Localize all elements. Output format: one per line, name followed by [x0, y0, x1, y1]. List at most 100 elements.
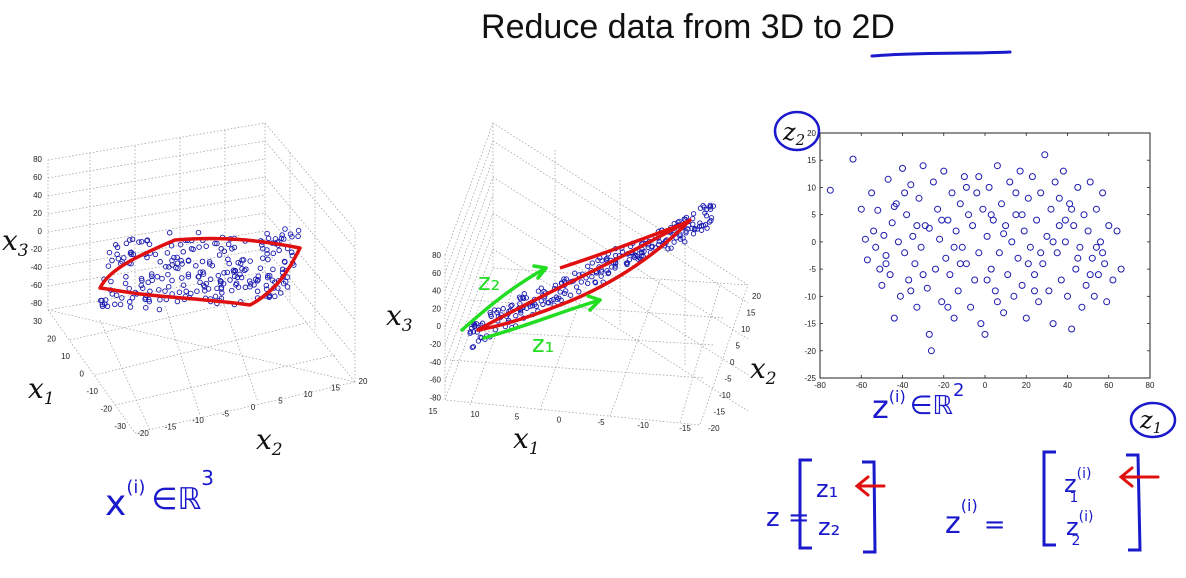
- left-x1-tick-label: 10: [61, 352, 70, 361]
- left-data-point: [219, 290, 225, 296]
- middle-data-point: [562, 290, 568, 297]
- scatter-point: [1022, 314, 1030, 322]
- middle-data-point: [561, 276, 567, 282]
- scatter-point: [1010, 292, 1018, 300]
- left-data-point: [226, 260, 232, 267]
- scatter-point: [981, 330, 989, 338]
- scatter-point: [882, 260, 890, 268]
- scatter-x-tick-label: 60: [1104, 381, 1113, 390]
- left-data-point: [206, 259, 213, 265]
- z-def-bracket-right: [862, 460, 877, 554]
- left-data-point: [269, 277, 276, 283]
- left-data-point: [105, 263, 112, 269]
- middle-data-point: [624, 261, 630, 268]
- middle-data-point: [683, 230, 689, 236]
- left-data-point: [276, 247, 282, 254]
- scatter-point: [1064, 292, 1071, 300]
- left-data-point: [179, 261, 185, 267]
- middle-data-point: [698, 227, 705, 233]
- scatter-point: [1074, 254, 1082, 262]
- left-data-point: [257, 265, 264, 271]
- left-data-point: [147, 288, 153, 295]
- middle-z-ticks: 80 60 40 20 0 -20 -40 -60 -80: [429, 251, 441, 402]
- scatter-ylabel: z2: [782, 118, 805, 149]
- left-data-point: [127, 249, 134, 256]
- scatter-point: [946, 271, 954, 279]
- scatter-point: [1004, 271, 1012, 279]
- middle-data-point: [694, 226, 700, 232]
- scatter-point: [950, 243, 958, 251]
- left-data-point: [114, 244, 121, 251]
- middle-data-point: [668, 245, 674, 251]
- middle-data-point: [573, 284, 580, 290]
- left-data-point: [156, 287, 162, 293]
- left-x2-ticks: -20 -15 -10 -5 0 5 10 15 20: [137, 377, 368, 438]
- middle-x2-tick-label: 10: [741, 325, 750, 334]
- left-data-point: [168, 242, 175, 249]
- middle-data-point: [604, 267, 610, 274]
- scatter-point: [1049, 238, 1057, 246]
- z2-arrowhead: [532, 264, 548, 280]
- left-data-point: [157, 259, 163, 265]
- scatter-point: [1082, 281, 1090, 289]
- left-data-point: [282, 278, 289, 285]
- scatter-point: [905, 276, 913, 284]
- middle-data-point: [683, 214, 690, 221]
- scatter-point: [1094, 271, 1102, 279]
- middle-x2-tick-label: -15: [714, 408, 726, 417]
- left-data-point: [165, 283, 172, 290]
- slide-title: Reduce data from 3D to 2D: [0, 8, 1186, 47]
- z-def-bracket-left: [798, 458, 812, 550]
- left-x1-ticks: 30 20 10 0-10-20-30: [33, 317, 126, 431]
- scatter-point: [1018, 281, 1026, 289]
- left-data-point: [112, 301, 118, 308]
- left-data-point: [251, 282, 257, 288]
- middle-data-point: [635, 256, 641, 262]
- middle-x2-tick-label: 0: [730, 358, 735, 367]
- z-def-red-arrow: [854, 475, 886, 497]
- scatter-y-tick-label: -5: [809, 265, 817, 274]
- left-data-point: [282, 226, 288, 232]
- scatter-point: [1043, 232, 1051, 240]
- scatter-point: [896, 292, 904, 300]
- scatter-point: [940, 167, 948, 175]
- middle-data-point: [595, 257, 601, 264]
- middle-data-point: [518, 310, 524, 316]
- middle-plane-outline: [476, 218, 692, 332]
- scatter-point: [1076, 243, 1084, 251]
- left-data-point: [239, 257, 245, 263]
- left-data-point: [197, 279, 203, 286]
- middle-data-point: [563, 276, 569, 282]
- left-data-point: [109, 257, 115, 264]
- left-data-point: [159, 275, 165, 282]
- scatter-point: [1037, 249, 1045, 257]
- left-data-point: [247, 281, 254, 287]
- z1-arrowhead: [586, 294, 602, 312]
- middle-x2-tick-label: 20: [752, 292, 761, 301]
- left-data-point: [146, 241, 153, 247]
- middle-x1-tick-label: -5: [597, 418, 605, 427]
- scatter-point: [1059, 167, 1067, 175]
- left-data-point: [180, 249, 187, 255]
- scatter-point: [894, 238, 902, 246]
- middle-data-point: [599, 269, 605, 275]
- scatter-point: [954, 287, 962, 295]
- z2-arrow: [460, 266, 548, 332]
- middle-data-point: [710, 203, 717, 209]
- left-data-point: [254, 288, 261, 295]
- left-data-point: [163, 263, 169, 270]
- left-data-point: [232, 268, 239, 274]
- scatter-point: [849, 155, 857, 163]
- left-x2-tick-label: -10: [192, 416, 204, 425]
- left-x1-tick-label: 0: [80, 370, 85, 379]
- left-data-point: [277, 290, 284, 296]
- scatter-point: [938, 216, 946, 224]
- scatter-y-tick-label: 0: [812, 238, 817, 247]
- middle-data-point: [500, 306, 506, 312]
- middle-data-point: [592, 280, 599, 286]
- z1-arrow: [482, 298, 602, 340]
- scatter-point: [960, 173, 968, 181]
